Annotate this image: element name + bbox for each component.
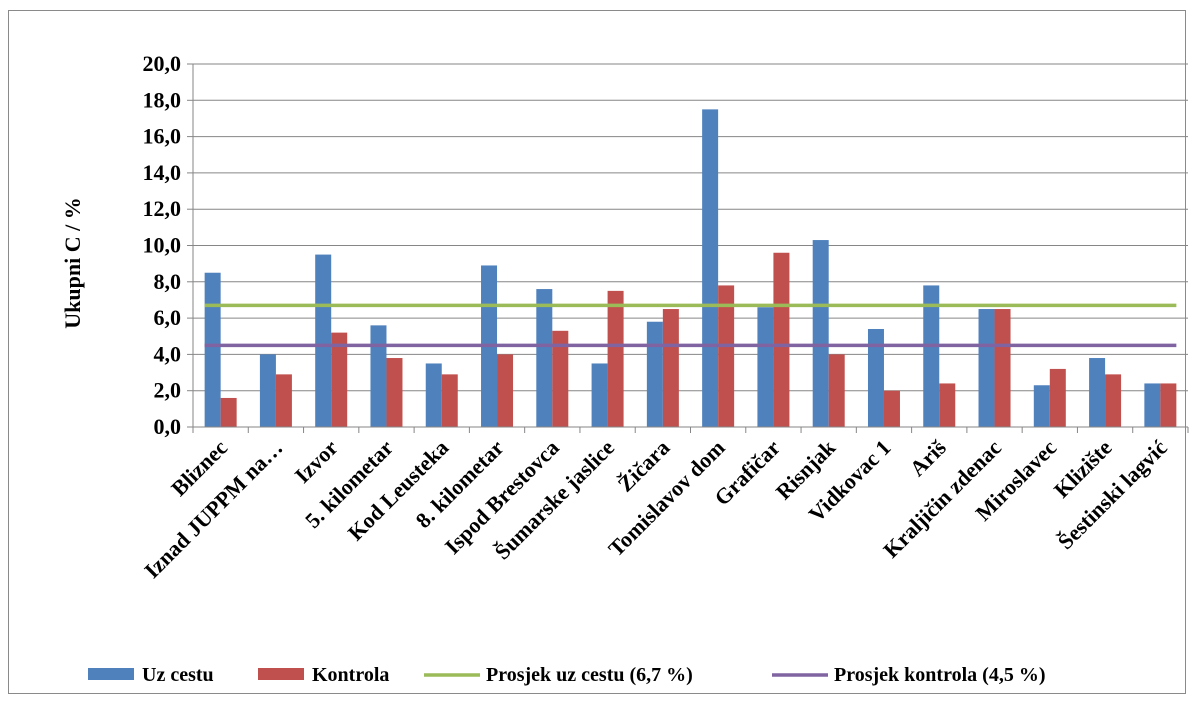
bar-kontrola bbox=[662, 309, 679, 427]
bar-uz-cestu bbox=[259, 354, 276, 427]
bar-kontrola bbox=[1049, 368, 1066, 427]
y-tick-label: 16,0 bbox=[143, 124, 182, 149]
bar-uz-cestu bbox=[1089, 358, 1106, 427]
bar-kontrola bbox=[773, 252, 790, 427]
y-axis-label: Ukupni C / % bbox=[60, 197, 85, 328]
bar-uz-cestu bbox=[591, 363, 608, 427]
bar-kontrola bbox=[828, 354, 845, 427]
bar-uz-cestu bbox=[646, 321, 663, 427]
y-tick-label: 8,0 bbox=[154, 269, 182, 294]
category-label: Ariš bbox=[905, 435, 952, 482]
legend-item-prosjek-kontrola: Prosjek kontrola (4,5 %) bbox=[772, 664, 1045, 686]
axes bbox=[192, 64, 1189, 433]
bar-kontrola bbox=[386, 358, 403, 427]
legend-label: Uz cestu bbox=[142, 664, 214, 686]
y-tick-label: 10,0 bbox=[143, 233, 182, 258]
bar-uz-cestu bbox=[978, 309, 995, 427]
legend-swatch bbox=[258, 668, 304, 680]
bar-uz-cestu bbox=[812, 240, 829, 427]
y-tick-label: 20,0 bbox=[143, 51, 182, 76]
legend-item-uz-cestu: Uz cestu bbox=[88, 664, 214, 686]
legend-item-kontrola: Kontrola bbox=[258, 664, 389, 686]
y-tick-label: 14,0 bbox=[143, 160, 182, 185]
bar-kontrola bbox=[441, 374, 458, 427]
legend-label: Prosjek kontrola (4,5 %) bbox=[834, 664, 1045, 686]
legend-label: Kontrola bbox=[312, 664, 389, 686]
bar-uz-cestu bbox=[757, 307, 774, 427]
bar-kontrola bbox=[1105, 374, 1122, 427]
bar-uz-cestu bbox=[536, 289, 553, 427]
gridlines bbox=[193, 63, 1188, 392]
legend-swatch bbox=[88, 668, 134, 680]
bar-uz-cestu bbox=[867, 328, 884, 427]
bars bbox=[204, 109, 1177, 427]
y-axis-ticks: 0,0 2,0 4,0 6,0 8,0 10,0 12,0 14,0 16,0 18,0 20,0 bbox=[143, 51, 193, 439]
bar-kontrola bbox=[1160, 383, 1177, 427]
bar-kontrola bbox=[220, 397, 237, 427]
y-tick-label: 2,0 bbox=[154, 378, 182, 403]
bar-uz-cestu bbox=[1033, 385, 1050, 427]
reference-lines bbox=[204, 303, 1177, 348]
bar-uz-cestu bbox=[315, 254, 332, 427]
bar-kontrola bbox=[331, 332, 348, 427]
legend: Uz cestu Kontrola Prosjek uz cestu (6,7 %)… bbox=[88, 664, 1045, 686]
bar-kontrola bbox=[939, 383, 956, 427]
bar-uz-cestu bbox=[702, 109, 719, 427]
bar-kontrola bbox=[718, 285, 735, 427]
legend-label: Prosjek uz cestu (6,7 %) bbox=[486, 664, 693, 686]
bar-kontrola bbox=[552, 330, 569, 427]
legend-item-prosjek-uz-cestu: Prosjek uz cestu (6,7 %) bbox=[424, 664, 693, 686]
bar-uz-cestu bbox=[1144, 383, 1161, 427]
bar-uz-cestu bbox=[923, 285, 940, 427]
bar-kontrola bbox=[883, 390, 900, 427]
y-tick-label: 0,0 bbox=[154, 414, 182, 439]
bar-kontrola bbox=[994, 309, 1011, 427]
bar-kontrola bbox=[607, 290, 624, 427]
bar-uz-cestu bbox=[204, 272, 221, 427]
bar-kontrola bbox=[275, 374, 292, 427]
y-tick-label: 6,0 bbox=[154, 305, 182, 330]
y-tick-label: 4,0 bbox=[154, 341, 182, 366]
bar-kontrola bbox=[497, 354, 514, 427]
y-tick-label: 18,0 bbox=[143, 87, 182, 112]
bar-uz-cestu bbox=[425, 363, 442, 427]
bar-uz-cestu bbox=[370, 325, 387, 427]
y-tick-label: 12,0 bbox=[143, 196, 182, 221]
